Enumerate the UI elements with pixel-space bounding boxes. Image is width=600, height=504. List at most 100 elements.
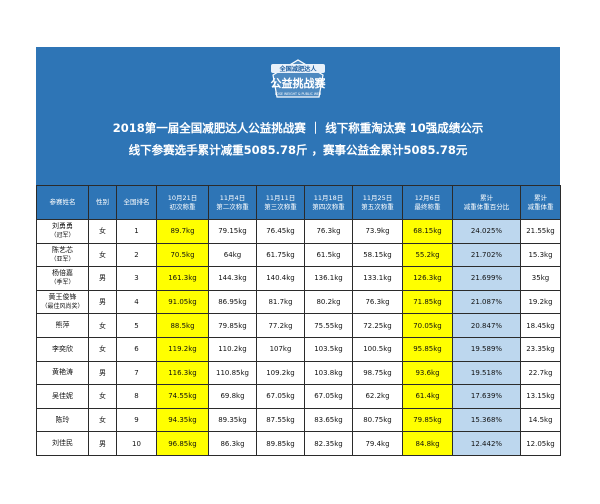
loss-percent-cell: 15.368% — [452, 407, 521, 433]
weigh-in-cell: 136.1kg — [304, 266, 353, 291]
header-cell: 11月25日 第五次称重 — [352, 185, 403, 220]
weigh-in-cell: 71.85kg — [402, 289, 453, 315]
total-loss-cell: 21.55kg — [520, 219, 561, 244]
weigh-in-cell: 109.2kg — [256, 360, 305, 386]
contestant-name: 吴佳妮 — [52, 391, 73, 400]
weigh-in-cell: 140.4kg — [256, 266, 305, 291]
total-loss-cell: 23.35kg — [520, 336, 561, 362]
gender-cell: 男 — [88, 289, 117, 315]
rank-cell: 8 — [116, 384, 157, 409]
weigh-in-cell: 73.9kg — [352, 219, 403, 244]
challenge-logo: 全国减肥达人 公益挑战赛 LOSE WEIGHT & PUBLIC WEB — [271, 59, 327, 98]
weigh-in-cell: 133.1kg — [352, 266, 403, 291]
weigh-in-cell: 89.35kg — [208, 407, 257, 433]
weigh-in-cell: 126.3kg — [402, 266, 453, 291]
contestant-name-cell: 黄王俊锋 （最佳风尚奖） — [36, 289, 89, 315]
weigh-in-cell: 86.3kg — [208, 431, 257, 456]
weigh-in-cell: 62.2kg — [352, 384, 403, 409]
total-loss-cell: 15.3kg — [520, 242, 561, 268]
weigh-in-cell: 68.15kg — [402, 219, 453, 244]
header-cell: 性别 — [88, 185, 117, 220]
contestant-name: 刘佳民 — [52, 439, 73, 448]
rank-cell: 4 — [116, 289, 157, 315]
contestant-name: 陈艺芯 — [52, 245, 73, 254]
header-cell: 全国排名 — [116, 185, 157, 220]
loss-percent-cell: 17.639% — [452, 384, 521, 409]
results-sheet: 全国减肥达人 公益挑战赛 LOSE WEIGHT & PUBLIC WEB 20… — [36, 47, 561, 457]
rank-cell: 1 — [116, 219, 157, 244]
contestant-name: 李奕欣 — [52, 344, 73, 353]
contestant-name-cell: 刘佳民 — [36, 431, 89, 456]
weigh-in-cell: 61.4kg — [402, 384, 453, 409]
contestant-name-cell: 刘勇勇 （冠军） — [36, 219, 89, 244]
contestant-name: 杨倍嘉 — [52, 269, 73, 278]
weigh-in-cell: 76.3kg — [304, 219, 353, 244]
weigh-in-cell: 72.25kg — [352, 313, 403, 338]
weigh-in-cell: 107kg — [256, 336, 305, 362]
rank-cell: 3 — [116, 266, 157, 291]
table-row: 黄王俊锋 （最佳风尚奖）男 4 91.05kg 86.95kg 81.7kg 80.2kg 7… — [36, 289, 561, 315]
table-row: 吴佳妮女 8 74.55kg 69.8kg 67.05kg 67.05kg 62.2kg 61… — [36, 384, 561, 409]
weigh-in-cell: 110.2kg — [208, 336, 257, 362]
gender-cell: 男 — [88, 431, 117, 456]
contestant-name: 黄王俊锋 — [48, 293, 77, 302]
table-row: 陈玲 女 9 94.35kg 89.35kg 87.55kg 83.65kg 80.75kg 7… — [36, 407, 561, 433]
header-cell: 11月18日 第四次称重 — [304, 185, 353, 220]
loss-percent-cell: 24.025% — [452, 219, 521, 244]
contestant-name: 陈玲 — [55, 415, 70, 424]
table-row: 熊萍 女 5 88.5kg 79.85kg 77.2kg 75.55kg 72.25kg 70.… — [36, 313, 561, 338]
weigh-in-cell: 70.5kg — [156, 242, 209, 268]
weigh-in-cell: 74.55kg — [156, 384, 209, 409]
weigh-in-cell: 86.95kg — [208, 289, 257, 315]
weigh-in-cell: 80.2kg — [304, 289, 353, 315]
header-cell: 累计 减重体重百分比 — [452, 185, 521, 220]
contestant-name: 黄艳涛 — [52, 368, 73, 377]
total-loss-cell: 14.5kg — [520, 407, 561, 433]
weigh-in-cell: 58.15kg — [352, 242, 403, 268]
total-loss-cell: 22.7kg — [520, 360, 561, 386]
weigh-in-cell: 116.3kg — [156, 360, 209, 386]
weigh-in-cell: 79.85kg — [402, 407, 453, 433]
results-table: 参赛姓名 性别 全国排名 10月21日 初次称重 11月4日 第二次称重 11月11… — [36, 185, 561, 456]
contestant-name-cell: 黄艳涛 — [36, 360, 89, 386]
weigh-in-cell: 64kg — [208, 242, 257, 268]
logo-main-text: 公益挑战赛 — [271, 76, 327, 90]
loss-percent-cell: 21.087% — [452, 289, 521, 315]
weigh-in-cell: 80.75kg — [352, 407, 403, 433]
total-loss-cell: 35kg — [520, 266, 561, 291]
table-row: 陈艺芯 （亚军）女 2 70.5kg 64kg 61.75kg 61.5kg 58.15kg 5… — [36, 242, 561, 268]
weigh-in-cell: 70.05kg — [402, 313, 453, 338]
table-row: 黄艳涛 男 7 116.3kg 110.85kg 109.2kg 103.8kg 98.75k… — [36, 360, 561, 386]
rank-cell: 10 — [116, 431, 157, 456]
gender-cell: 女 — [88, 242, 117, 268]
weigh-in-cell: 79.15kg — [208, 219, 257, 244]
table-row: 刘勇勇 （冠军）女 1 89.7kg 79.15kg 76.45kg 76.3kg 73.9k… — [36, 219, 561, 244]
total-loss-cell: 19.2kg — [520, 289, 561, 315]
weigh-in-cell: 93.6kg — [402, 360, 453, 386]
table-row: 刘佳民 男 10 96.85kg 86.3kg 89.85kg 82.35kg 79.4kg 8… — [36, 431, 561, 456]
gender-cell: 女 — [88, 336, 117, 362]
header-cell: 累计 减重体重 — [520, 185, 561, 220]
total-loss-cell: 13.15kg — [520, 384, 561, 409]
gender-cell: 男 — [88, 266, 117, 291]
page-title: 2018第一届全国减肥达人公益挑战赛 ｜ 线下称重淘汰赛 10强成绩公示 — [112, 121, 484, 135]
rank-cell: 9 — [116, 407, 157, 433]
award-note: （季军） — [50, 279, 75, 287]
table-row: 李奕欣 女 6 119.2kg 110.2kg 107kg 103.5kg 100.5kg 95… — [36, 336, 561, 362]
contestant-name-cell: 吴佳妮 — [36, 384, 89, 409]
weigh-in-cell: 83.65kg — [304, 407, 353, 433]
weigh-in-cell: 55.2kg — [402, 242, 453, 268]
weigh-in-cell: 61.75kg — [256, 242, 305, 268]
contestant-name-cell: 陈艺芯 （亚军） — [36, 242, 89, 268]
header-cell: 12月6日 最终称重 — [402, 185, 453, 220]
table-row: 杨倍嘉 （季军）男 3 161.3kg 144.3kg 140.4kg 136.1kg 133… — [36, 266, 561, 291]
results-body: 刘勇勇 （冠军）女 1 89.7kg 79.15kg 76.45kg 76.3kg 73.9k… — [36, 219, 561, 456]
weigh-in-cell: 89.7kg — [156, 219, 209, 244]
header-cell: 参赛姓名 — [36, 185, 89, 220]
logo-sub-text: LOSE WEIGHT & PUBLIC WEB — [275, 92, 321, 96]
gender-cell: 女 — [88, 407, 117, 433]
award-note: （最佳风尚奖） — [41, 303, 84, 311]
header-cell: 11月4日 第二次称重 — [208, 185, 257, 220]
gender-cell: 女 — [88, 313, 117, 338]
weigh-in-cell: 110.85kg — [208, 360, 257, 386]
